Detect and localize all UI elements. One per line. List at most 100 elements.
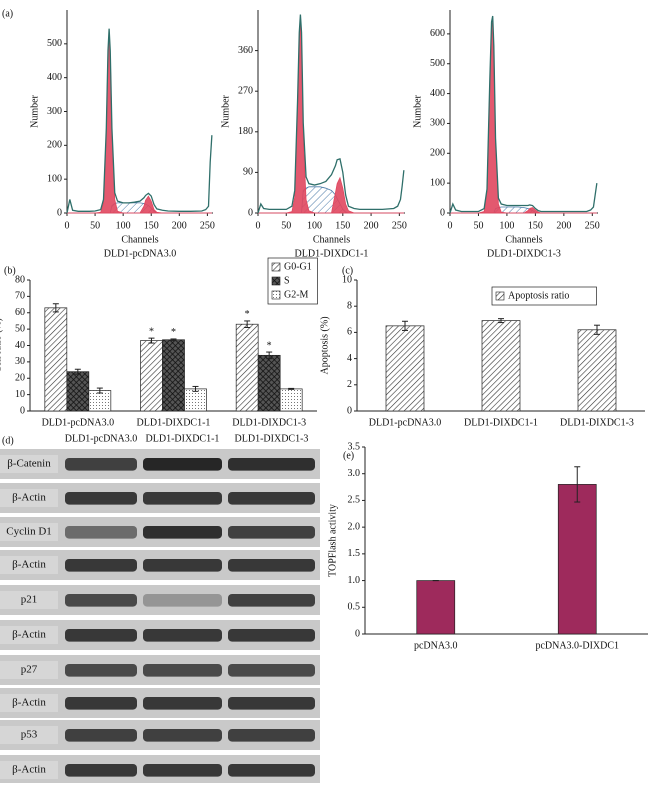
- y-tick-label: 500: [430, 58, 445, 69]
- x-tick-label: 0: [65, 220, 70, 231]
- x-tick-label: 200: [556, 220, 571, 231]
- row-label: β-Catenin: [7, 458, 51, 470]
- panel-label: (c): [342, 265, 353, 276]
- row-label: β-Actin: [12, 559, 46, 571]
- blot-band: [65, 458, 137, 471]
- row-label: p21: [21, 594, 38, 606]
- error-bar: [74, 368, 81, 375]
- bar: [235, 323, 259, 412]
- y-tick-label: 0: [57, 207, 62, 218]
- label-backdrop: [0, 455, 58, 473]
- blot-band: [228, 697, 315, 710]
- blot-band: [143, 559, 222, 572]
- y-tick-label: 90: [243, 167, 253, 178]
- x-tick-label: 250: [585, 220, 600, 231]
- x-tick-label: 100: [116, 220, 131, 231]
- blot-band: [65, 629, 137, 642]
- label-backdrop: [0, 591, 58, 609]
- y-axis-label: Number: [29, 94, 40, 127]
- y-tick-label: 1.5: [348, 548, 361, 559]
- blot-band: [143, 764, 222, 777]
- blot-band: [228, 594, 315, 607]
- x-tick-label: DLD1-DIXDC1-1: [137, 417, 211, 428]
- fit-area: [67, 195, 212, 214]
- label-backdrop: [0, 626, 58, 644]
- fit-area: [450, 21, 597, 214]
- caption: DLD1-DIXDC1-3: [487, 248, 561, 259]
- caption: DLD1-DIXDC1-1: [295, 248, 369, 259]
- bar: [557, 484, 597, 635]
- y-tick-label: 3.0: [348, 468, 361, 479]
- caption: DLD1-pcDNA3.0: [104, 248, 177, 259]
- bar: [257, 354, 281, 412]
- error-bar: [244, 320, 251, 328]
- y-tick-label: 80: [15, 274, 25, 285]
- x-tick-label: 150: [335, 220, 350, 231]
- legend-swatch: [271, 276, 281, 286]
- x-tick-label: 200: [364, 220, 379, 231]
- y-tick-label: 10: [15, 389, 25, 400]
- x-tick-label: DLD1-DIXDC1-3: [560, 417, 634, 428]
- y-axis-label: TOPFlash activity: [327, 504, 338, 577]
- blot-band: [65, 729, 137, 742]
- x-tick-label: 50: [473, 220, 483, 231]
- y-tick-label: 100: [430, 177, 445, 188]
- y-tick-label: 2.5: [348, 495, 361, 506]
- significance-mark: *: [267, 340, 272, 351]
- column-label: DLD1-pcDNA3.0: [65, 433, 138, 444]
- blot-band: [143, 629, 222, 642]
- bar: [88, 390, 112, 412]
- y-tick-label: 0.5: [348, 602, 361, 613]
- blot-band: [143, 594, 222, 607]
- row-label: p27: [21, 664, 38, 676]
- bar: [44, 307, 68, 412]
- y-tick-label: 300: [47, 106, 62, 117]
- row-label: p53: [21, 729, 38, 741]
- y-tick-label: 50: [15, 323, 25, 334]
- blot-band: [228, 458, 315, 471]
- error-bar: [288, 387, 295, 390]
- y-tick-label: 2: [347, 379, 352, 390]
- bar: [416, 580, 456, 635]
- x-tick-label: DLD1-DIXDC1-1: [464, 417, 538, 428]
- y-tick-label: 0: [248, 207, 253, 218]
- blot-band: [228, 664, 315, 677]
- y-tick-label: 8: [347, 300, 352, 311]
- y-tick-label: 360: [238, 45, 253, 56]
- bar: [140, 340, 163, 412]
- row-label: β-Actin: [12, 629, 46, 641]
- x-axis-label: Channels: [313, 234, 350, 245]
- y-tick-label: 600: [430, 28, 445, 39]
- x-tick-label: 0: [256, 220, 261, 231]
- row-label: β-Actin: [12, 492, 46, 504]
- x-tick-label: 200: [172, 220, 187, 231]
- blot-band: [65, 664, 137, 677]
- panel-label: (b): [4, 265, 16, 276]
- panel-label: (e): [343, 450, 354, 461]
- y-tick-label: 400: [430, 88, 445, 99]
- fit-area: [258, 23, 404, 214]
- y-axis-label: Number: [412, 94, 423, 127]
- panel-label: (d): [2, 435, 14, 446]
- panel-label: (a): [2, 8, 13, 19]
- blot-band: [143, 729, 222, 742]
- error-bar: [266, 351, 273, 360]
- y-tick-label: 1.0: [348, 575, 361, 586]
- y-axis-label: Apoptosis (%): [319, 316, 330, 374]
- x-tick-label: 150: [528, 220, 543, 231]
- x-tick-label: 250: [200, 220, 215, 231]
- y-tick-label: 2.0: [348, 521, 361, 532]
- bar: [577, 329, 617, 412]
- blot-band: [65, 492, 137, 505]
- blot-band: [143, 458, 222, 471]
- row-label: β-Actin: [12, 764, 46, 776]
- histogram-line: [257, 14, 405, 214]
- error-bar: [192, 385, 199, 392]
- y-tick-label: 70: [15, 291, 25, 302]
- histogram-line: [449, 15, 598, 214]
- label-backdrop: [0, 661, 58, 679]
- x-tick-label: 100: [499, 220, 514, 231]
- y-tick-label: 180: [238, 126, 253, 137]
